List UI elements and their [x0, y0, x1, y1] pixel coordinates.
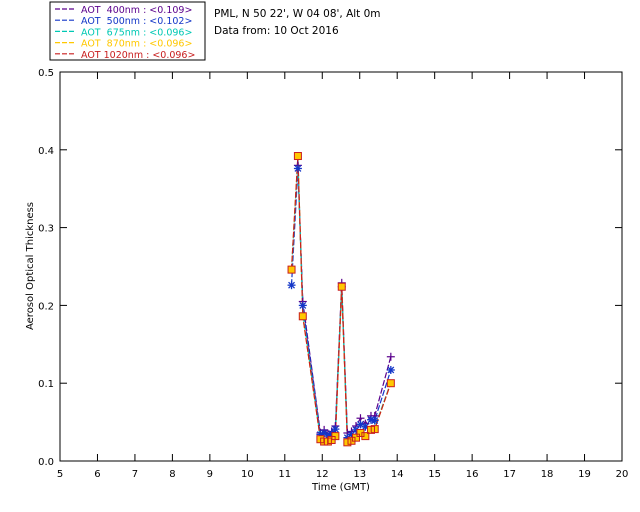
y-axis-label: Aerosol Optical Thickness: [25, 202, 36, 330]
data-point-s4-16: [386, 379, 395, 388]
data-point-s4-7: [331, 432, 340, 441]
x-tick-label: 18: [541, 469, 554, 480]
data-point-s4-8: [337, 282, 346, 291]
x-tick-label: 19: [578, 469, 591, 480]
data-point-s3-13: [361, 432, 369, 440]
data-point-s3-11: [352, 434, 360, 442]
y-tick-label: 0.2: [38, 301, 54, 312]
x-tick-label: 13: [353, 469, 366, 480]
y-tick-label: 0.1: [38, 379, 54, 390]
legend-box: [49, 1, 206, 61]
legend: AOT 400nm : <0.109>AOT 500nm : <0.102>AO…: [49, 1, 206, 61]
x-tick-label: 12: [316, 469, 329, 480]
data-point-s4-13: [361, 432, 370, 441]
data-point-s4-2: [298, 312, 307, 321]
data-point-s3-8: [338, 283, 346, 291]
data-point-s3-12: [356, 429, 364, 437]
data-point-s1-1: [293, 164, 302, 173]
x-tick-label: 5: [57, 469, 63, 480]
data-point-s3-16: [387, 379, 395, 387]
data-point-s3-2: [299, 312, 307, 320]
x-tick-label: 8: [169, 469, 175, 480]
series-line-4: [290, 155, 392, 444]
x-tick-label: 20: [616, 469, 629, 480]
data-point-s3-10: [347, 437, 355, 445]
data-point-s4-15: [370, 425, 379, 434]
legend-label-3: AOT 870nm : <0.096>: [81, 39, 192, 50]
site-info: PML, N 50 22', W 04 08', Alt 0m: [214, 8, 381, 20]
x-tick-label: 16: [466, 469, 479, 480]
y-axis-ticks: 0.0 0.1 0.2 0.3 0.4 0.5: [38, 68, 622, 468]
y-tick-label: 0.0: [38, 457, 54, 468]
series-lines: [290, 155, 392, 444]
legend-label-4: AOT 1020nm : <0.096>: [81, 50, 195, 61]
data-point-s0-15: [386, 352, 395, 361]
legend-label-1: AOT 500nm : <0.102>: [81, 16, 192, 27]
data-point-s1-16: [386, 365, 395, 374]
data-point-s1-15: [370, 416, 379, 425]
x-tick-label: 6: [94, 469, 100, 480]
data-point-s3-9: [343, 438, 351, 446]
x-tick-label: 15: [428, 469, 441, 480]
legend-entries: AOT 400nm : <0.109>AOT 500nm : <0.102>AO…: [55, 5, 195, 61]
x-tick-label: 14: [391, 469, 404, 480]
data-point-s3-0: [288, 266, 296, 274]
y-tick-label: 0.3: [38, 224, 54, 235]
x-axis-label: Time (GMT): [311, 482, 370, 493]
data-point-s1-2: [298, 301, 307, 310]
legend-label-2: AOT 675nm : <0.096>: [81, 27, 192, 38]
x-axis-ticks: 5 6 7 8 9 10 11 12 13 14 15 16 17 18 19 20: [57, 72, 629, 480]
data-point-s4-1: [293, 152, 302, 161]
data-point-s4-9: [343, 438, 352, 447]
plot-frame: [59, 71, 623, 462]
data-point-s4-0: [287, 265, 296, 274]
data-point-s1-0: [287, 281, 296, 290]
data-point-s4-11: [351, 433, 360, 442]
data-point-s3-1: [294, 152, 302, 160]
y-tick-label: 0.5: [38, 68, 54, 79]
y-tick-label: 0.4: [38, 146, 54, 157]
x-tick-label: 9: [207, 469, 213, 480]
date-info: Data from: 10 Oct 2016: [214, 25, 339, 37]
legend-label-0: AOT 400nm : <0.109>: [81, 5, 192, 16]
x-tick-label: 7: [132, 469, 138, 480]
series-markers: [287, 152, 395, 447]
data-point-s1-7: [331, 425, 340, 434]
x-tick-label: 10: [241, 469, 254, 480]
x-tick-label: 11: [278, 469, 291, 480]
x-tick-label: 17: [503, 469, 516, 480]
series-line-0: [297, 165, 392, 435]
